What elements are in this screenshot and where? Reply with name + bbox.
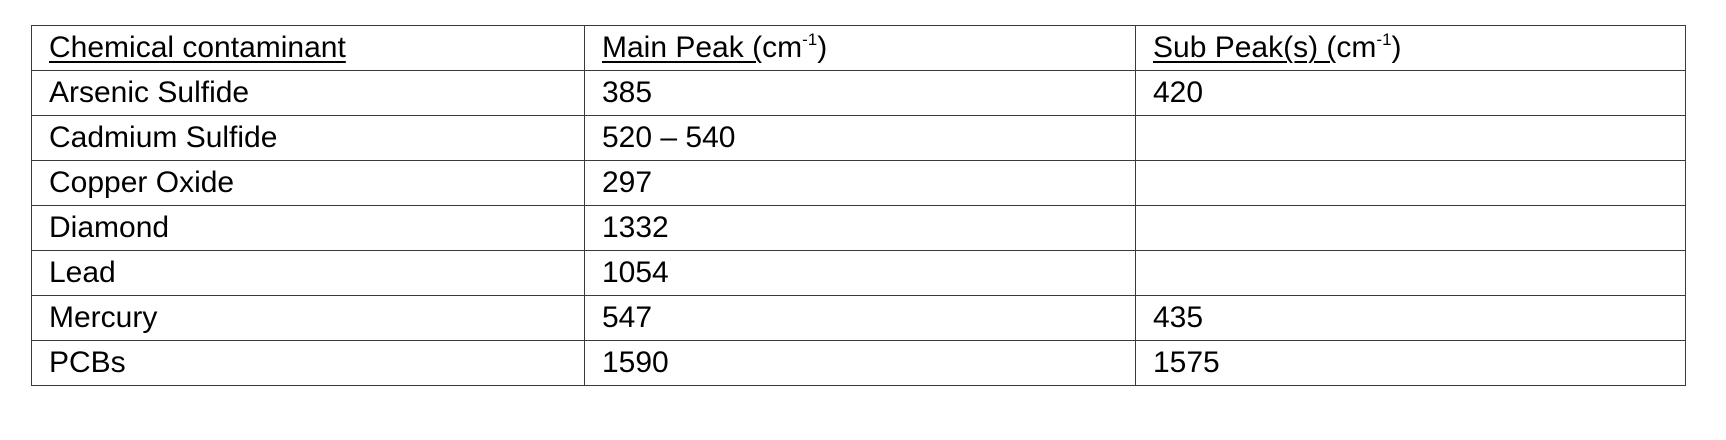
header-sub-peaks: Sub Peak(s) (cm-1) [1135,25,1686,71]
main-peak-cell: 1054 [584,250,1136,296]
contaminant-cell: Mercury [31,295,585,341]
main-peak-cell: 385 [584,70,1136,116]
header-main-peak-exponent: -1 [802,30,818,49]
raman-peaks-table: Chemical contaminant Main Peak (cm-1) Su… [31,25,1686,386]
main-peak-cell: 297 [584,160,1136,206]
contaminant-cell: Diamond [31,205,585,251]
contaminant-cell: PCBs [31,340,585,386]
header-chemical-contaminant-label: Chemical contaminant [49,31,346,64]
sub-peak-cell [1135,115,1686,161]
raman-peaks-table-container: Chemical contaminant Main Peak (cm-1) Su… [31,25,1686,386]
main-peak-cell: 1332 [584,205,1136,251]
sub-peak-cell: 1575 [1135,340,1686,386]
header-main-peak-label: Main Peak ( [602,31,763,64]
table-row: Diamond 1332 [31,205,1686,251]
main-peak-cell: 1590 [584,340,1136,386]
table-header-row: Chemical contaminant Main Peak (cm-1) Su… [31,25,1686,71]
header-sub-peaks-unit: cm [1336,31,1377,64]
main-peak-cell: 520 – 540 [584,115,1136,161]
sub-peak-cell [1135,205,1686,251]
header-sub-peaks-label: Sub Peak(s) ( [1153,31,1337,64]
contaminant-cell: Cadmium Sulfide [31,115,585,161]
header-main-peak: Main Peak (cm-1) [584,25,1136,71]
sub-peak-cell: 420 [1135,70,1686,116]
table-row: Copper Oxide 297 [31,160,1686,206]
table-row: Cadmium Sulfide 520 – 540 [31,115,1686,161]
sub-peak-cell [1135,160,1686,206]
table-row: Lead 1054 [31,250,1686,296]
table-row: Mercury 547 435 [31,295,1686,341]
header-main-peak-close: ) [817,31,828,64]
header-chemical-contaminant: Chemical contaminant [31,25,585,71]
contaminant-cell: Copper Oxide [31,160,585,206]
contaminant-cell: Lead [31,250,585,296]
main-peak-cell: 547 [584,295,1136,341]
contaminant-cell: Arsenic Sulfide [31,70,585,116]
sub-peak-cell [1135,250,1686,296]
header-main-peak-unit: cm [762,31,803,64]
header-sub-peaks-close: ) [1391,31,1402,64]
header-sub-peaks-exponent: -1 [1376,30,1392,49]
table-row: PCBs 1590 1575 [31,340,1686,386]
table-row: Arsenic Sulfide 385 420 [31,70,1686,116]
sub-peak-cell: 435 [1135,295,1686,341]
